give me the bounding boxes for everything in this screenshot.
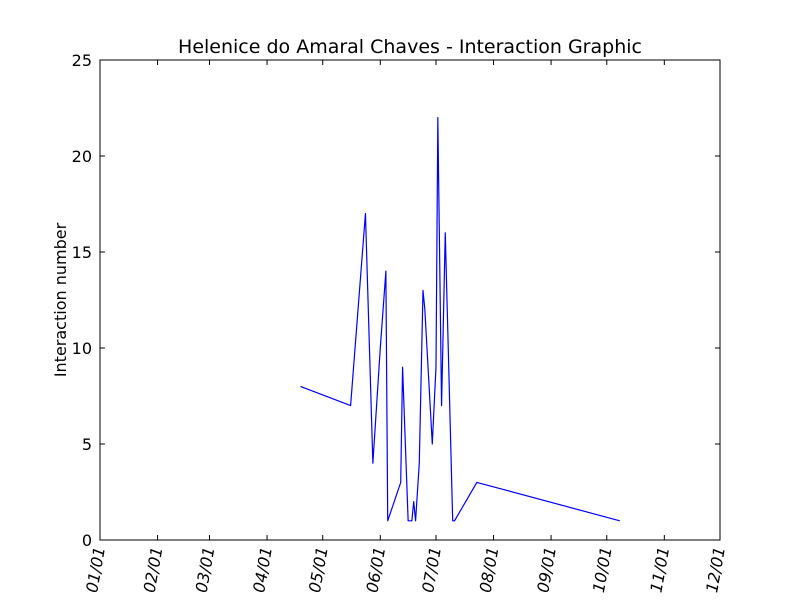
- x-tick-label: 07/01: [418, 545, 445, 594]
- y-tick-label: 25: [72, 51, 92, 70]
- x-tick-label: 08/01: [476, 545, 503, 594]
- axis-ticks: 0 5 10 15 20 25 01/01 02/01 03/01 04/01 05/01 06/01…: [72, 51, 729, 594]
- x-tick-label: 10/01: [589, 545, 616, 594]
- x-tick-label: 11/01: [647, 545, 674, 594]
- x-tick-label: 04/01: [249, 545, 276, 594]
- plot-area-frame: [99, 59, 721, 541]
- y-tick-label: 10: [72, 339, 92, 358]
- x-tick-label: 03/01: [192, 545, 219, 594]
- series-layer: [300, 116, 620, 522]
- x-tick-label: 05/01: [305, 545, 332, 594]
- y-tick-label: 15: [72, 243, 92, 262]
- x-tick-label: 09/01: [533, 545, 560, 594]
- x-tick-label: 06/01: [363, 545, 390, 594]
- y-tick-label: 0: [82, 531, 92, 550]
- x-tick-label: 02/01: [140, 545, 167, 594]
- x-tick-label: 01/01: [82, 545, 109, 594]
- x-tick-label: 12/01: [702, 545, 729, 594]
- chart-title: Helenice do Amaral Chaves - Interaction …: [178, 36, 642, 58]
- y-axis-label: Interaction number: [51, 222, 70, 377]
- y-tick-label: 20: [72, 147, 92, 166]
- series-line: [300, 116, 620, 522]
- y-tick-label: 5: [82, 435, 92, 454]
